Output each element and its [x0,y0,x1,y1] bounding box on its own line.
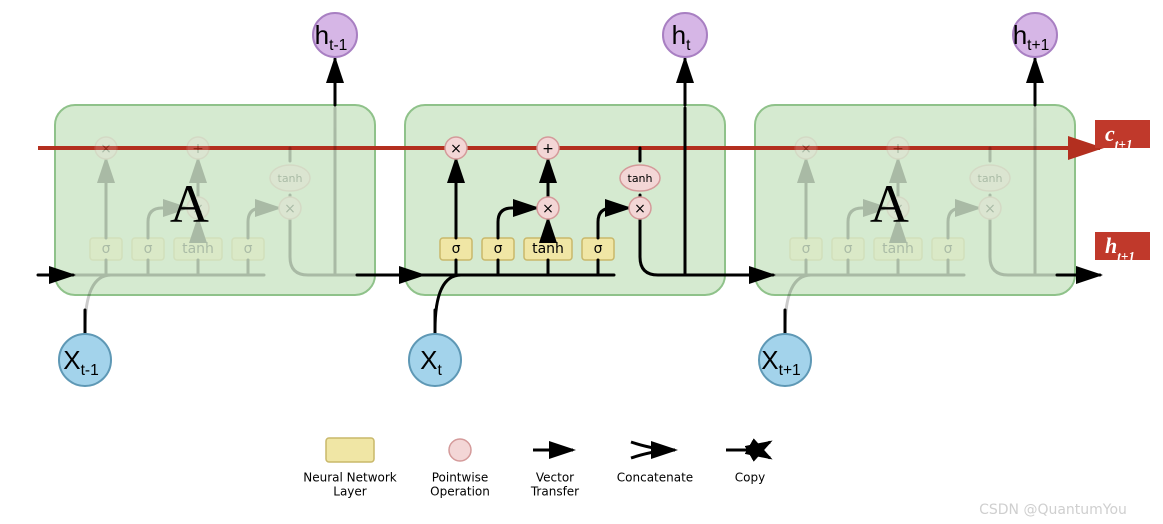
svg-text:×: × [284,201,296,217]
svg-text:tanh: tanh [532,241,564,257]
legend-item: Concatenate [617,442,693,485]
legend-item: Neural NetworkLayer [303,438,397,499]
svg-text:σ: σ [144,241,153,257]
svg-text:σ: σ [244,241,253,257]
cell-big-label: A [170,174,209,234]
svg-text:×: × [100,141,112,157]
svg-text:×: × [800,141,812,157]
legend-label: Transfer [530,485,579,499]
cell-big-label: A [870,174,909,234]
svg-text:σ: σ [594,241,603,257]
legend-item: Copy [726,442,770,485]
svg-text:+: + [542,141,554,157]
svg-text:σ: σ [102,241,111,257]
legend-label: Pointwise [432,471,489,485]
legend-item: PointwiseOperation [430,439,490,499]
lstm-cell [405,105,725,295]
svg-text:tanh: tanh [628,172,653,185]
svg-text:σ: σ [802,241,811,257]
svg-text:×: × [984,201,996,217]
legend-label: Vector [536,471,574,485]
legend-label: Concatenate [617,471,693,485]
svg-text:×: × [450,141,462,157]
svg-text:σ: σ [494,241,503,257]
svg-text:tanh: tanh [182,241,214,257]
svg-text:tanh: tanh [278,172,303,185]
watermark: CSDN @QuantumYou [979,502,1127,518]
svg-text:+: + [892,141,904,157]
legend-label: Copy [735,471,765,485]
legend-item: VectorTransfer [530,450,579,499]
legend-label: Layer [333,485,367,499]
legend-label: Operation [430,485,490,499]
lstm-cell [55,105,375,295]
svg-text:σ: σ [844,241,853,257]
svg-text:tanh: tanh [882,241,914,257]
svg-text:tanh: tanh [978,172,1003,185]
svg-text:+: + [192,141,204,157]
svg-text:×: × [634,201,646,217]
legend-label: Neural Network [303,471,397,485]
svg-text:σ: σ [452,241,461,257]
lstm-cell [755,105,1075,295]
svg-text:×: × [542,201,554,217]
svg-text:σ: σ [944,241,953,257]
